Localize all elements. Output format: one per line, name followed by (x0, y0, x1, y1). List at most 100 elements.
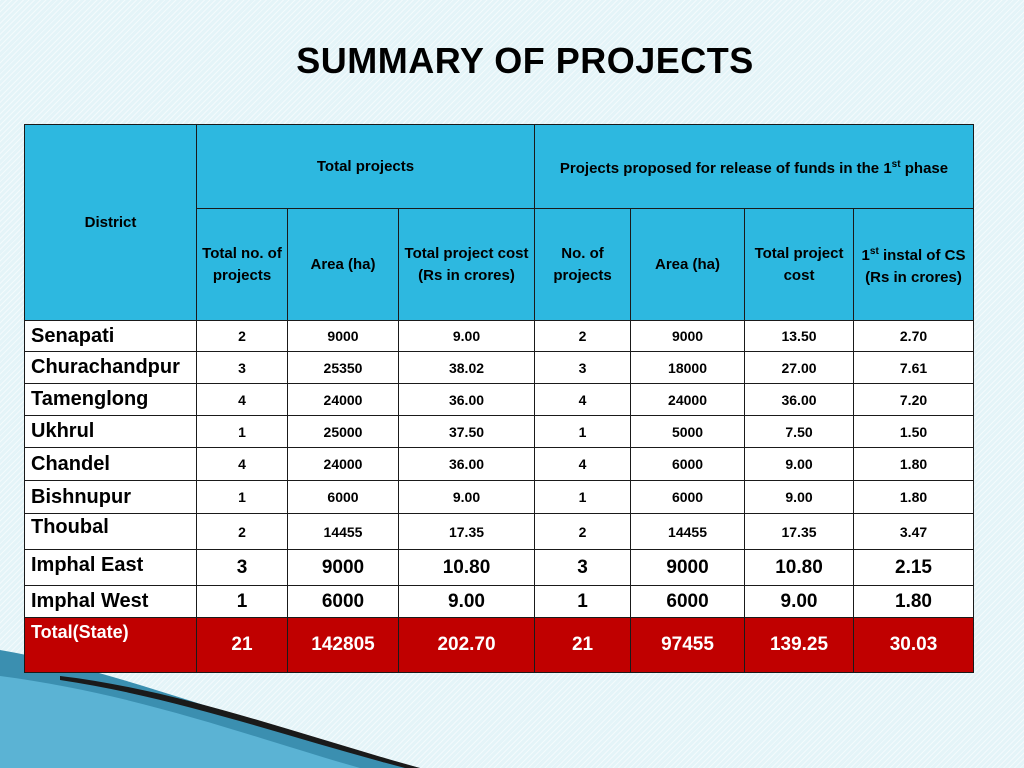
cell-district: Ukhrul (24, 415, 197, 448)
cell-cost: 202.70 (397, 617, 536, 673)
cell-total-no: 21 (196, 617, 288, 673)
cell-total-no: 1 (196, 415, 288, 448)
cell-district: Tamenglong (24, 383, 197, 416)
cell-no-projects: 1 (534, 585, 632, 618)
header-instal-suffix: instal of CS (878, 246, 966, 264)
cell-area: 6000 (287, 585, 399, 618)
cell-cost: 9.00 (397, 480, 536, 514)
cell-total-no: 1 (196, 585, 288, 618)
cell-area: 9000 (287, 549, 399, 586)
cell-area: 142805 (287, 617, 399, 673)
header-total-no-projects: Total no. of projects (196, 208, 288, 321)
cell-cost-phase1: 36.00 (744, 383, 855, 416)
header-row-1: District Total projects Projects propose… (24, 124, 975, 321)
cell-district: Churachandpur (24, 351, 197, 384)
cell-cost: 17.35 (397, 513, 536, 550)
cell-area-phase1: 18000 (630, 351, 746, 384)
cell-total-no: 3 (196, 351, 288, 384)
cell-cost: 36.00 (397, 447, 536, 481)
cell-area-phase1: 24000 (630, 383, 746, 416)
cell-instal: 2.15 (853, 549, 975, 586)
header-area: Area (ha) (287, 208, 399, 321)
cell-cost-phase1: 9.00 (744, 480, 855, 514)
header-first-instal: 1st instal of CS (Rs in crores) (853, 208, 975, 321)
cell-cost-phase1: 13.50 (744, 320, 855, 352)
cell-instal: 7.61 (853, 351, 975, 384)
cell-area-phase1: 9000 (630, 549, 746, 586)
cell-area-phase1: 6000 (630, 447, 746, 481)
cell-no-projects: 4 (534, 383, 632, 416)
cell-total-no: 4 (196, 447, 288, 481)
total-row: Total(State) 21 142805 202.70 21 97455 1… (24, 617, 975, 673)
cell-cost: 9.00 (397, 585, 536, 618)
cell-area-phase1: 5000 (630, 415, 746, 448)
cell-no-projects: 2 (534, 513, 632, 550)
cell-cost-phase1: 10.80 (744, 549, 855, 586)
cell-area-phase1: 6000 (630, 585, 746, 618)
cell-cost-phase1: 27.00 (744, 351, 855, 384)
header-instal-sup: st (869, 245, 879, 257)
header-district: District (24, 124, 197, 321)
cell-area-phase1: 14455 (630, 513, 746, 550)
projects-table: District Total projects Projects propose… (24, 124, 975, 673)
header-no-of-projects: No. of projects (534, 208, 632, 321)
cell-no-projects: 3 (534, 549, 632, 586)
header-instal-prefix: 1 (861, 246, 870, 264)
cell-area: 9000 (287, 320, 399, 352)
table-row: Senapati 2 9000 9.00 2 9000 13.50 2.70 (24, 320, 975, 352)
page-title: SUMMARY OF PROJECTS (296, 40, 754, 81)
cell-no-projects: 2 (534, 320, 632, 352)
cell-district: Imphal West (24, 585, 197, 618)
cell-instal: 1.80 (853, 447, 975, 481)
cell-instal: 1.80 (853, 585, 975, 618)
header-row-2: Total no. of projects Area (ha) Total pr… (25, 208, 975, 321)
cell-total-no: 4 (196, 383, 288, 416)
cell-no-projects: 1 (534, 415, 632, 448)
table-row: Imphal West 1 6000 9.00 1 6000 9.00 1.80 (24, 585, 975, 618)
cell-no-projects: 21 (534, 617, 632, 673)
cell-total-no: 2 (196, 513, 288, 550)
cell-total-no: 2 (196, 320, 288, 352)
cell-cost: 36.00 (397, 383, 536, 416)
cell-district: Bishnupur (24, 480, 197, 514)
cell-no-projects: 3 (534, 351, 632, 384)
decorative-swoosh (0, 650, 420, 768)
cell-area: 25000 (287, 415, 399, 448)
header-total-projects: Total projects (195, 124, 536, 209)
cell-instal: 3.47 (853, 513, 975, 550)
table-row: Bishnupur 1 6000 9.00 1 6000 9.00 1.80 (24, 480, 975, 514)
cell-cost-phase1: 7.50 (744, 415, 855, 448)
cell-total-no: 1 (196, 480, 288, 514)
table-row: Imphal East 3 9000 10.80 3 9000 10.80 2.… (24, 549, 975, 586)
cell-instal: 1.50 (853, 415, 975, 448)
header-phase1-prefix: Projects proposed for release of funds i… (559, 159, 892, 177)
table-row: Thoubal 2 14455 17.35 2 14455 17.35 3.47 (24, 513, 975, 550)
cell-area: 14455 (287, 513, 399, 550)
cell-instal: 2.70 (853, 320, 975, 352)
cell-no-projects: 4 (534, 447, 632, 481)
cell-total-no: 3 (196, 549, 288, 586)
cell-cost-phase1: 9.00 (744, 585, 855, 618)
cell-district: Total(State) (24, 617, 197, 673)
cell-district: Imphal East (24, 549, 197, 586)
cell-cost-phase1: 9.00 (744, 447, 855, 481)
cell-instal: 7.20 (853, 383, 975, 416)
table-row: Chandel 4 24000 36.00 4 6000 9.00 1.80 (24, 447, 975, 481)
cell-area-phase1: 97455 (630, 617, 746, 673)
cell-area-phase1: 6000 (630, 480, 746, 514)
header-total-project-cost-phase1: Total project cost (744, 208, 855, 321)
table-row: Tamenglong 4 24000 36.00 4 24000 36.00 7… (24, 383, 975, 416)
swoosh-black-stroke (60, 676, 420, 768)
cell-instal: 1.80 (853, 480, 975, 514)
cell-cost: 9.00 (397, 320, 536, 352)
header-instal-unit: (Rs in crores) (865, 268, 962, 286)
header-phase1: Projects proposed for release of funds i… (534, 124, 975, 209)
header-cost-label: Total project cost (404, 244, 529, 262)
header-total-project-cost: Total project cost (Rs in crores) (397, 208, 536, 321)
cell-cost: 37.50 (397, 415, 536, 448)
cell-cost-phase1: 17.35 (744, 513, 855, 550)
swoosh-light-band (0, 676, 360, 768)
cell-district: Thoubal (24, 513, 197, 550)
header-cost-unit: (Rs in crores) (418, 266, 515, 284)
header-area-phase1: Area (ha) (630, 208, 746, 321)
